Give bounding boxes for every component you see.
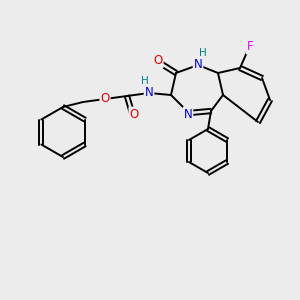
Text: N: N [194,58,202,71]
Text: H: H [199,48,207,58]
Text: N: N [184,107,192,121]
Text: N: N [145,86,153,100]
Text: O: O [100,92,109,106]
Text: O: O [153,55,163,68]
Text: H: H [141,76,149,86]
Text: F: F [247,40,253,53]
Text: O: O [129,107,139,121]
